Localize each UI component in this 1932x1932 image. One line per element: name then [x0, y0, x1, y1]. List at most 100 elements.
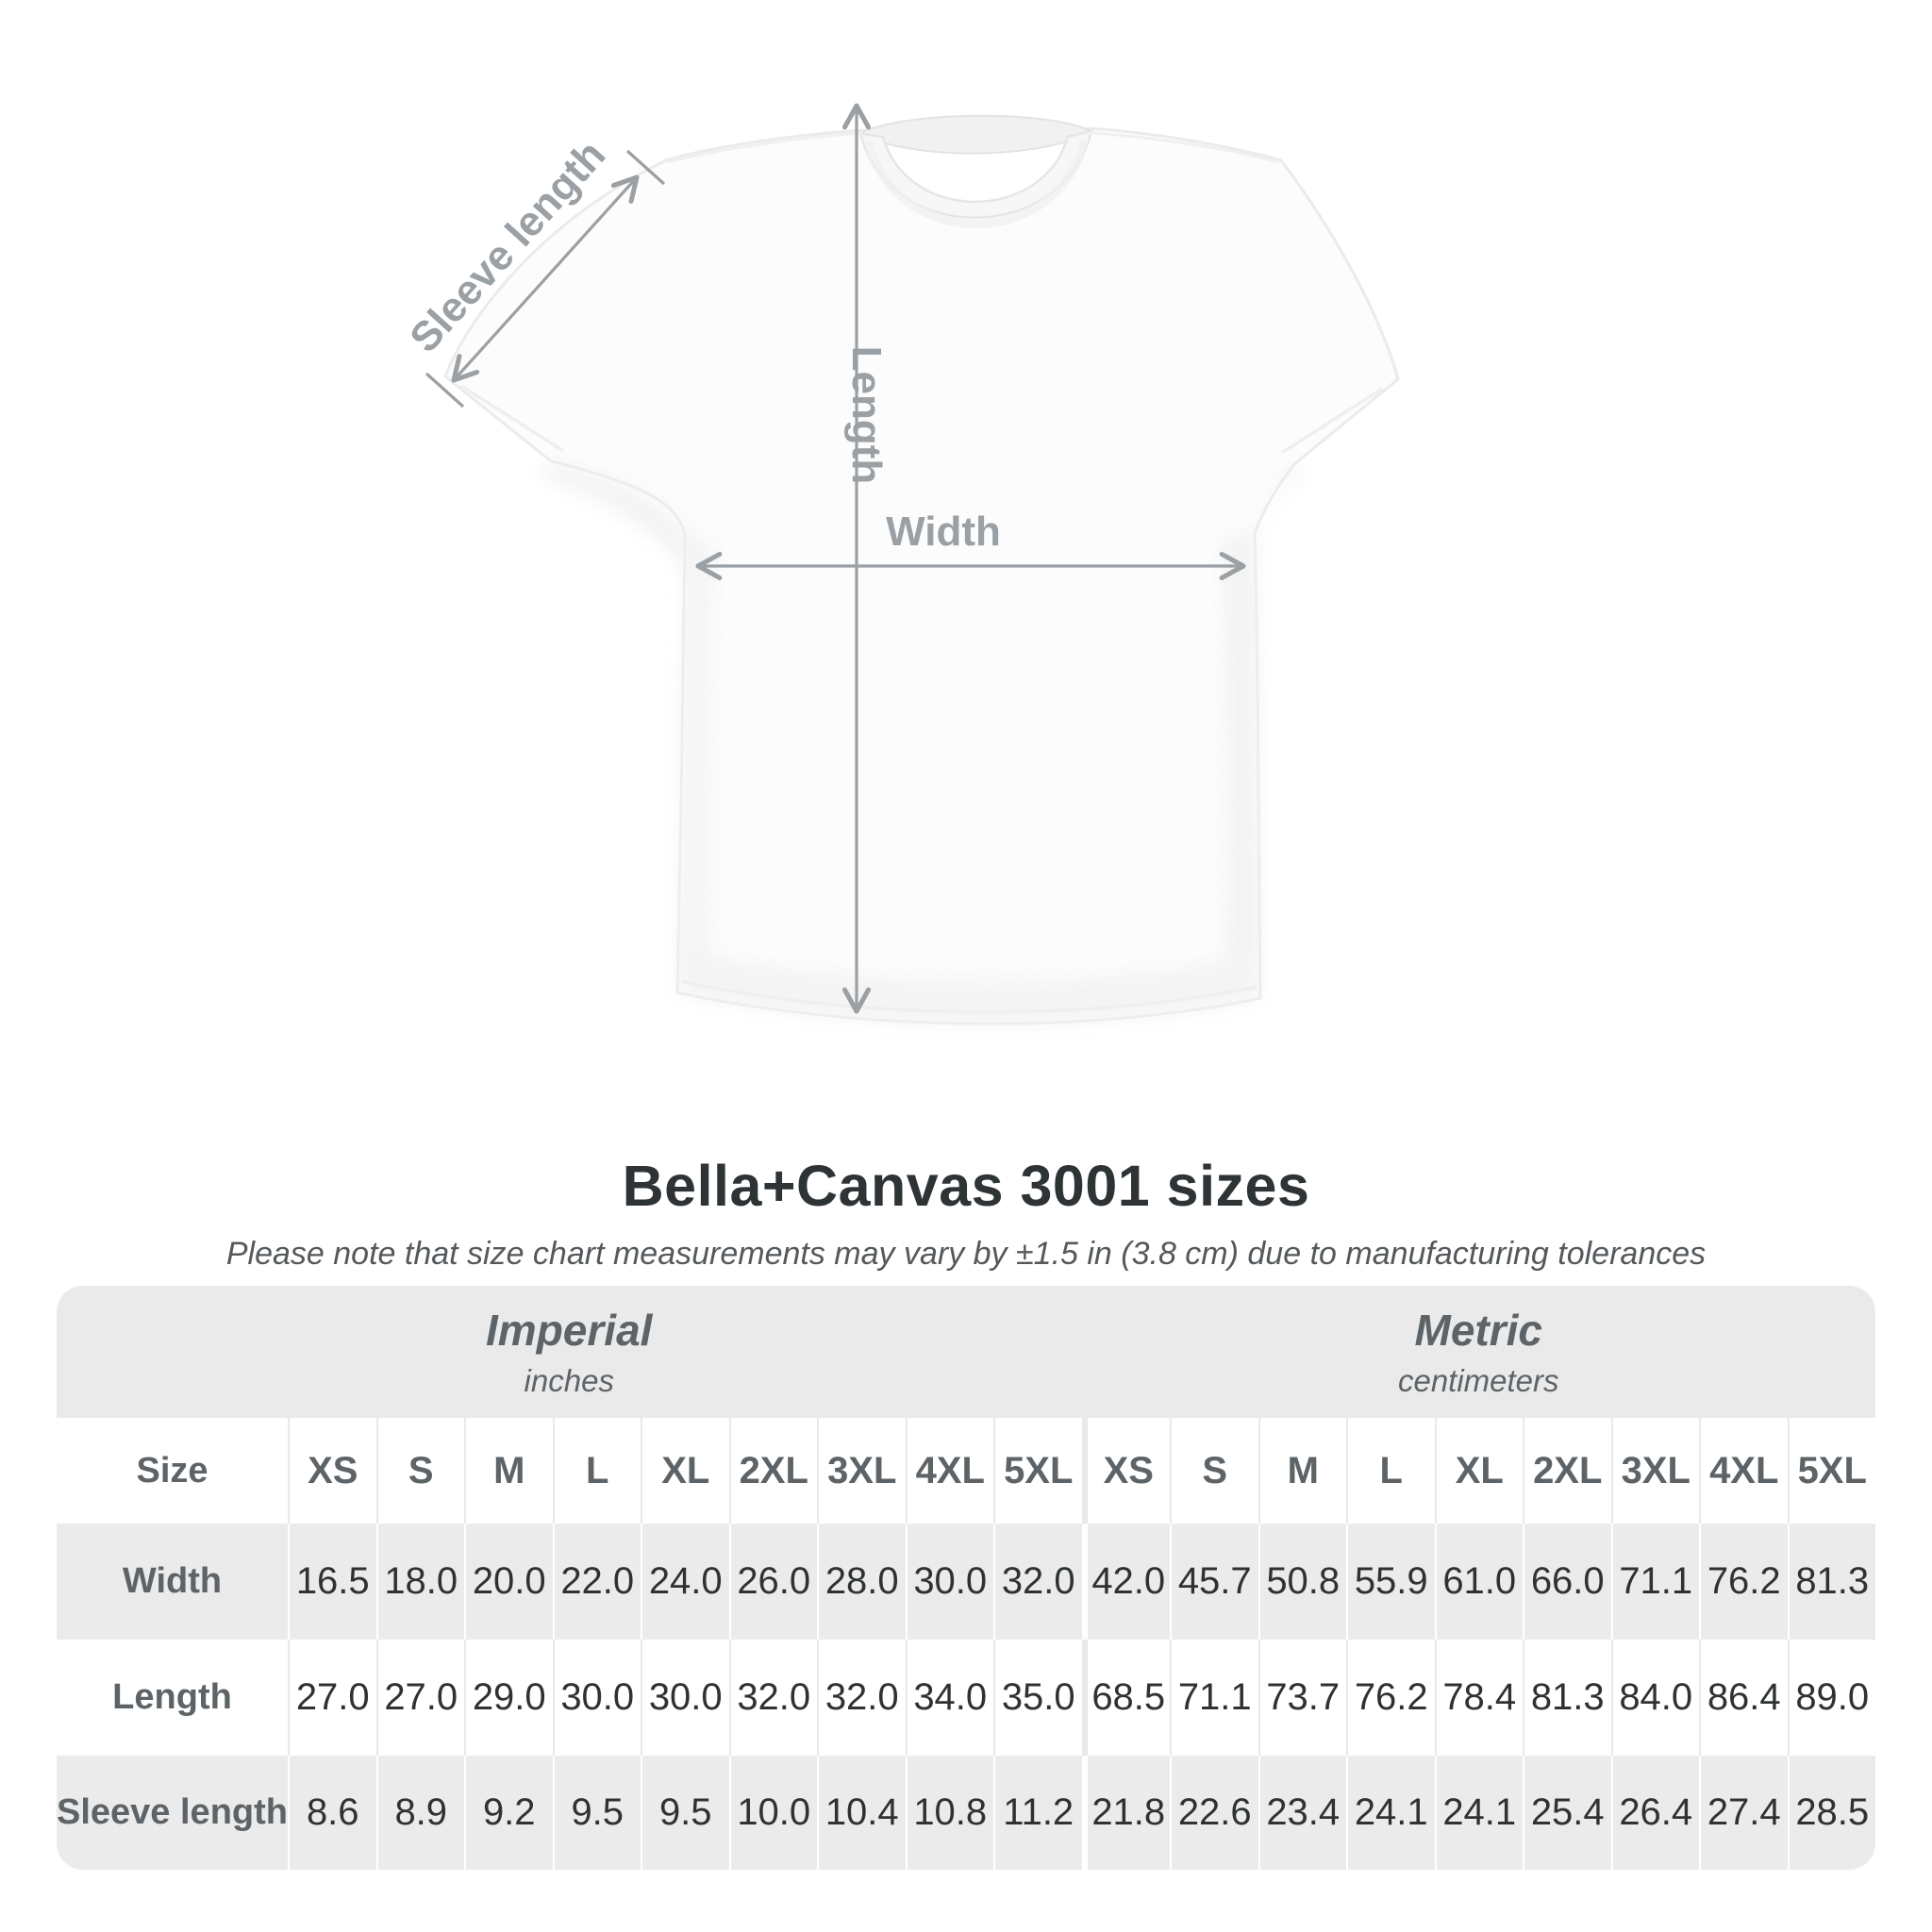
metric-label: Metric: [1414, 1306, 1542, 1355]
size-col-header: L: [1346, 1418, 1435, 1524]
table-row-length: Length 27.0 27.0 29.0 30.0 30.0 32.0 32.…: [57, 1640, 1875, 1756]
sleeve-arrow-tick-top: [625, 149, 666, 186]
table-cell: 10.8: [905, 1756, 994, 1870]
row-label: Width: [122, 1561, 223, 1601]
table-cell: 32.0: [993, 1524, 1082, 1640]
row-label: Sleeve length: [57, 1792, 288, 1832]
page-title: Bella+Canvas 3001 sizes: [622, 1154, 1310, 1218]
size-col-header: M: [1257, 1418, 1347, 1524]
table-cell: 68.5: [1081, 1640, 1171, 1756]
metric-units: centimeters: [1397, 1363, 1559, 1398]
table-cell: 9.5: [641, 1756, 729, 1870]
right-sleeve-seam: [1281, 387, 1383, 455]
size-col-header: 5XL: [993, 1418, 1082, 1524]
tshirt-diagram: Sleeve length Length Width: [401, 103, 1400, 1025]
collar-shadow: [863, 138, 1090, 228]
table-cell: 76.2: [1346, 1640, 1435, 1756]
table-cell: 26.0: [728, 1524, 818, 1640]
size-col-header: M: [464, 1418, 553, 1524]
size-col-header: 4XL: [1699, 1418, 1788, 1524]
table-cell: 81.3: [1787, 1524, 1876, 1640]
table-cell: 86.4: [1699, 1640, 1788, 1756]
size-col-header: 4XL: [905, 1418, 994, 1524]
table-cell: 27.0: [375, 1640, 465, 1756]
table-cell: 9.5: [552, 1756, 641, 1870]
table-cell: 18.0: [375, 1524, 465, 1640]
size-col-header: 2XL: [728, 1418, 818, 1524]
sleeve-arrow-tick-bottom: [425, 372, 465, 408]
table-cell: 24.1: [1434, 1756, 1524, 1870]
table-row-width: Width 16.5 18.0 20.0 22.0 24.0 26.0 28.0…: [57, 1524, 1875, 1640]
imperial-units: inches: [524, 1363, 614, 1398]
table-cell: 32.0: [728, 1640, 818, 1756]
table-cell: 30.0: [641, 1640, 729, 1756]
unit-group-band: Imperial inches Metric centimeters: [57, 1286, 1875, 1418]
length-label: Length: [843, 346, 890, 485]
sleeve-length-arrow: [451, 175, 640, 383]
table-cell: 78.4: [1434, 1640, 1524, 1756]
size-table: Imperial inches Metric centimeters Size …: [57, 1286, 1875, 1870]
size-col-header: XS: [1081, 1418, 1171, 1524]
size-col-header: XL: [641, 1418, 729, 1524]
table-cell: 24.1: [1346, 1756, 1435, 1870]
table-cell: 16.5: [288, 1524, 376, 1640]
size-col-header: S: [1170, 1418, 1258, 1524]
table-cell: 89.0: [1787, 1640, 1876, 1756]
table-cell: 23.4: [1257, 1756, 1347, 1870]
size-col-header: XS: [288, 1418, 376, 1524]
table-cell: 45.7: [1170, 1524, 1258, 1640]
table-cell: 29.0: [464, 1640, 553, 1756]
imperial-label: Imperial: [486, 1306, 653, 1355]
shade-left-seam: [677, 533, 713, 992]
shade-right-seam: [1223, 533, 1260, 998]
table-cell: 71.1: [1170, 1640, 1258, 1756]
table-cell: 8.6: [288, 1756, 376, 1870]
table-row-sleeve-length: Sleeve length 8.6 8.9 9.2 9.5 9.5 10.0 1…: [57, 1756, 1875, 1870]
table-cell: 9.2: [464, 1756, 553, 1870]
table-cell: 27.4: [1699, 1756, 1788, 1870]
size-col-header: 5XL: [1787, 1418, 1876, 1524]
table-cell: 27.0: [288, 1640, 376, 1756]
table-cell: 10.4: [817, 1756, 906, 1870]
table-cell: 35.0: [993, 1640, 1082, 1756]
hem-stitch: [680, 979, 1257, 1014]
collar-back: [858, 114, 1094, 155]
table-cell: 32.0: [817, 1640, 906, 1756]
table-cell: 8.9: [375, 1756, 465, 1870]
unit-group-imperial: Imperial inches: [57, 1286, 1082, 1418]
table-cell: 25.4: [1523, 1756, 1611, 1870]
table-cell: 71.1: [1610, 1524, 1700, 1640]
table-cell: 73.7: [1257, 1640, 1347, 1756]
size-col-header: 3XL: [1610, 1418, 1700, 1524]
table-cell: 61.0: [1434, 1524, 1524, 1640]
table-cell: 76.2: [1699, 1524, 1788, 1640]
table-cell: 24.0: [641, 1524, 729, 1640]
table-cell: 22.6: [1170, 1756, 1258, 1870]
table-cell: 28.5: [1787, 1756, 1876, 1870]
size-col-header: L: [552, 1418, 641, 1524]
page-subtitle: Please note that size chart measurements…: [225, 1236, 1707, 1272]
table-cell: 20.0: [464, 1524, 553, 1640]
table-cell: 42.0: [1081, 1524, 1171, 1640]
row-label: Length: [112, 1677, 232, 1717]
size-col-header: 2XL: [1523, 1418, 1611, 1524]
size-header-row: Size XS S M L XL 2XL 3XL 4XL 5XL XS S M …: [57, 1418, 1875, 1524]
shade-right-underarm: [1243, 464, 1306, 585]
table-cell: 11.2: [993, 1756, 1082, 1870]
collar-band: [858, 129, 1093, 219]
size-column-header: Size: [136, 1450, 208, 1491]
size-col-header: XL: [1434, 1418, 1524, 1524]
unit-group-metric: Metric centimeters: [1082, 1286, 1876, 1418]
table-cell: 10.0: [728, 1756, 818, 1870]
table-cell: 84.0: [1610, 1640, 1700, 1756]
table-cell: 22.0: [552, 1524, 641, 1640]
left-shoulder-seam: [667, 131, 863, 164]
table-cell: 26.4: [1610, 1756, 1700, 1870]
shade-left-underarm: [540, 461, 698, 585]
table-cell: 81.3: [1523, 1640, 1611, 1756]
size-col-header: S: [375, 1418, 465, 1524]
table-cell: 30.0: [552, 1640, 641, 1756]
table-cell: 28.0: [817, 1524, 906, 1640]
measurement-annotations: [425, 103, 1246, 1014]
